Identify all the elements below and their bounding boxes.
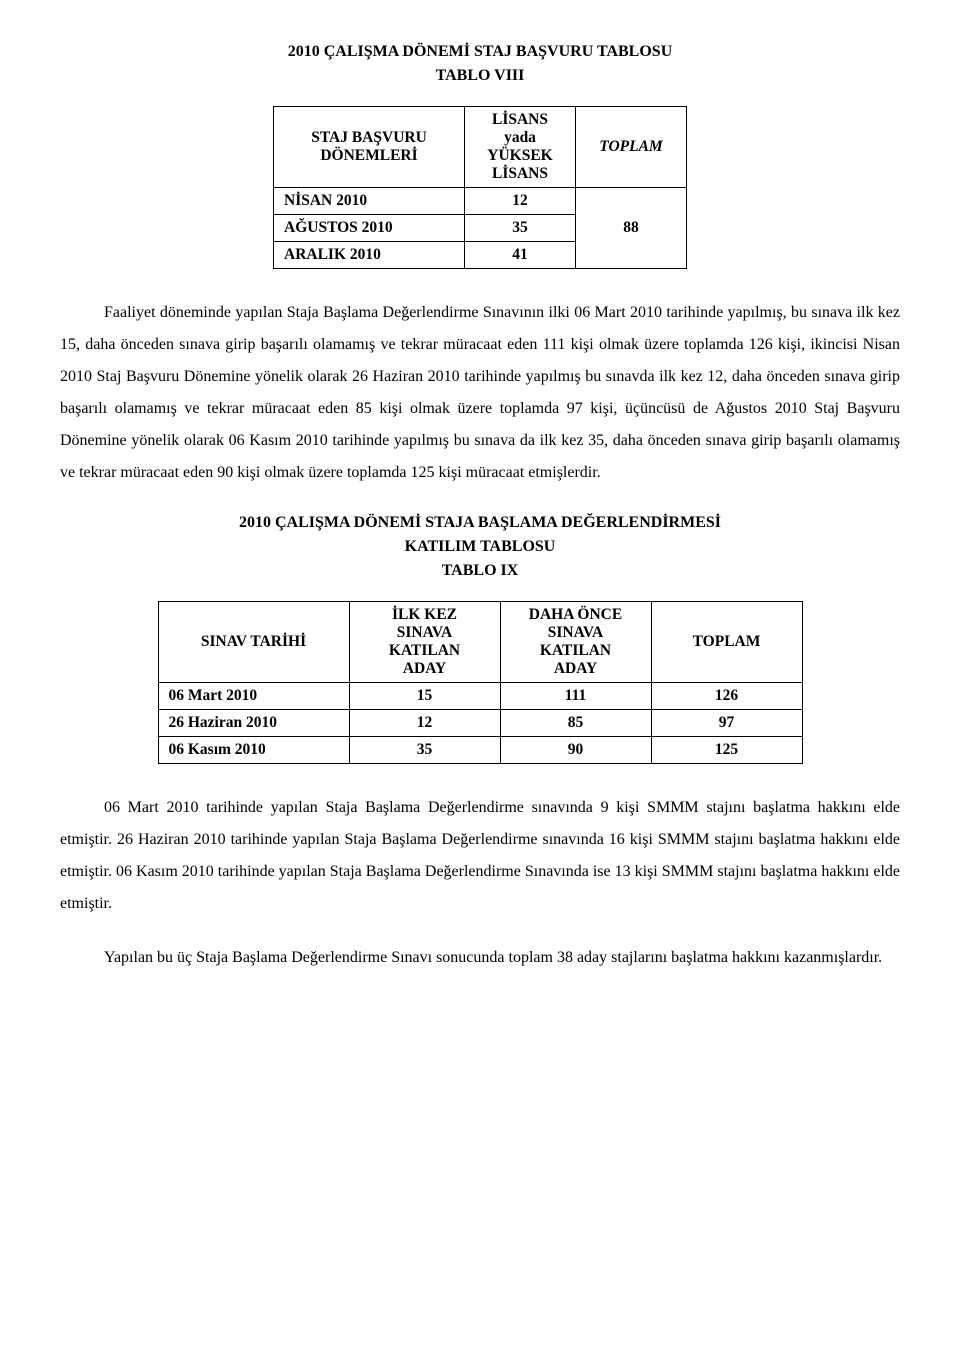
title-1-line-2: TABLO VIII: [436, 67, 525, 84]
t2-head-col1: SINAV TARİHİ: [158, 602, 349, 683]
t1-head-col2: LİSANS yada YÜKSEK LİSANS: [465, 107, 576, 188]
t2-r1-c3: 111: [500, 683, 651, 710]
t1-r2-val: 35: [465, 215, 576, 242]
title-2-line-3: TABLO IX: [442, 562, 519, 579]
t2-r2-c2: 12: [349, 710, 500, 737]
t1-head-col1: STAJ BAŞVURU DÖNEMLERİ: [274, 107, 465, 188]
t1-r2-label: AĞUSTOS 2010: [274, 215, 465, 242]
title-1-line-1: 2010 ÇALIŞMA DÖNEMİ STAJ BAŞVURU TABLOSU: [288, 43, 673, 60]
t2-r2-label: 26 Haziran 2010: [158, 710, 349, 737]
t2-head-col4: TOPLAM: [651, 602, 802, 683]
table-2: SINAV TARİHİ İLK KEZ SINAVA KATILAN ADAY…: [158, 601, 803, 764]
t1-total: 88: [576, 188, 687, 269]
table-1: STAJ BAŞVURU DÖNEMLERİ LİSANS yada YÜKSE…: [273, 106, 687, 269]
t2-r3-c3: 90: [500, 737, 651, 764]
paragraph-3: Yapılan bu üç Staja Başlama Değerlendirm…: [60, 942, 900, 974]
paragraph-2: 06 Mart 2010 tarihinde yapılan Staja Baş…: [60, 792, 900, 920]
t2-r1-c4: 126: [651, 683, 802, 710]
title-2-line-1: 2010 ÇALIŞMA DÖNEMİ STAJA BAŞLAMA DEĞERL…: [239, 514, 721, 531]
paragraph-1: Faaliyet döneminde yapılan Staja Başlama…: [60, 297, 900, 489]
table-row: 06 Mart 2010 15 111 126: [158, 683, 802, 710]
t2-r3-c2: 35: [349, 737, 500, 764]
t2-r2-c4: 97: [651, 710, 802, 737]
t2-r1-label: 06 Mart 2010: [158, 683, 349, 710]
t1-r3-label: ARALIK 2010: [274, 242, 465, 269]
t2-head-col2: İLK KEZ SINAVA KATILAN ADAY: [349, 602, 500, 683]
t2-r2-c3: 85: [500, 710, 651, 737]
t2-head-col3: DAHA ÖNCE SINAVA KATILAN ADAY: [500, 602, 651, 683]
table-row: 06 Kasım 2010 35 90 125: [158, 737, 802, 764]
t1-head-col3: TOPLAM: [576, 107, 687, 188]
t2-r1-c2: 15: [349, 683, 500, 710]
title-1: 2010 ÇALIŞMA DÖNEMİ STAJ BAŞVURU TABLOSU…: [60, 40, 900, 88]
t1-r1-label: NİSAN 2010: [274, 188, 465, 215]
table-row: 26 Haziran 2010 12 85 97: [158, 710, 802, 737]
title-2-line-2: KATILIM TABLOSU: [405, 538, 556, 555]
t1-r3-val: 41: [465, 242, 576, 269]
t2-r3-label: 06 Kasım 2010: [158, 737, 349, 764]
title-2: 2010 ÇALIŞMA DÖNEMİ STAJA BAŞLAMA DEĞERL…: [60, 511, 900, 583]
t2-r3-c4: 125: [651, 737, 802, 764]
t1-r1-val: 12: [465, 188, 576, 215]
table-row: NİSAN 2010 12 88: [274, 188, 687, 215]
